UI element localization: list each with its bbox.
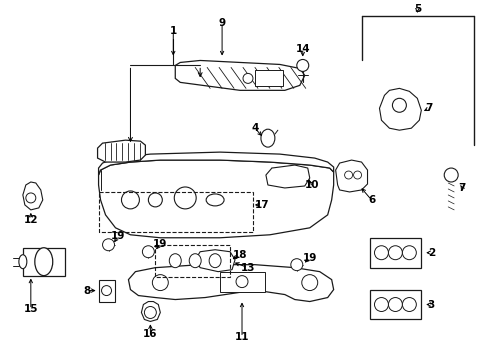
Circle shape bbox=[344, 171, 352, 179]
Circle shape bbox=[290, 259, 302, 271]
Text: 14: 14 bbox=[295, 44, 309, 54]
Text: 11: 11 bbox=[234, 332, 249, 342]
Polygon shape bbox=[141, 302, 160, 321]
Text: 13: 13 bbox=[240, 263, 255, 273]
Circle shape bbox=[301, 275, 317, 291]
Text: 7: 7 bbox=[458, 183, 465, 193]
Bar bbox=[342, 167, 360, 179]
Text: 2: 2 bbox=[427, 248, 434, 258]
Circle shape bbox=[174, 187, 196, 209]
Bar bbox=[220, 272, 264, 292]
Polygon shape bbox=[98, 140, 145, 162]
Bar bbox=[254, 71, 282, 86]
Circle shape bbox=[121, 191, 139, 209]
Text: 7: 7 bbox=[425, 103, 432, 113]
Circle shape bbox=[353, 171, 361, 179]
Polygon shape bbox=[23, 182, 42, 210]
Circle shape bbox=[387, 298, 402, 311]
Text: 1: 1 bbox=[169, 26, 177, 36]
Text: 16: 16 bbox=[143, 329, 157, 339]
Circle shape bbox=[152, 275, 168, 291]
Polygon shape bbox=[175, 60, 304, 90]
Bar bbox=[155, 245, 229, 276]
Circle shape bbox=[374, 298, 387, 311]
Circle shape bbox=[26, 193, 36, 203]
Bar bbox=[99, 280, 114, 302]
Text: 19: 19 bbox=[111, 231, 125, 241]
Circle shape bbox=[243, 73, 252, 84]
Circle shape bbox=[236, 276, 247, 288]
Text: 17: 17 bbox=[254, 200, 269, 210]
Polygon shape bbox=[195, 250, 235, 272]
Text: 3: 3 bbox=[427, 300, 434, 310]
Ellipse shape bbox=[169, 254, 181, 268]
Bar bbox=[369, 238, 421, 268]
Ellipse shape bbox=[209, 254, 221, 268]
Text: 19: 19 bbox=[302, 253, 316, 263]
Circle shape bbox=[296, 59, 308, 71]
Text: 6: 6 bbox=[367, 195, 374, 205]
Ellipse shape bbox=[261, 129, 274, 147]
Circle shape bbox=[374, 246, 387, 260]
Polygon shape bbox=[128, 265, 333, 302]
Text: 18: 18 bbox=[232, 250, 247, 260]
Circle shape bbox=[142, 246, 154, 258]
Circle shape bbox=[102, 285, 111, 296]
Circle shape bbox=[402, 298, 415, 311]
Ellipse shape bbox=[35, 248, 53, 276]
Text: 4: 4 bbox=[251, 123, 258, 133]
Bar bbox=[99, 192, 252, 232]
Polygon shape bbox=[99, 160, 333, 238]
Text: 10: 10 bbox=[304, 180, 318, 190]
Text: 15: 15 bbox=[23, 305, 38, 315]
Circle shape bbox=[443, 168, 457, 182]
Circle shape bbox=[144, 306, 156, 319]
Polygon shape bbox=[379, 88, 421, 130]
Text: 8: 8 bbox=[83, 285, 90, 296]
Bar bbox=[369, 289, 421, 319]
Ellipse shape bbox=[19, 255, 27, 269]
Polygon shape bbox=[265, 165, 309, 188]
Circle shape bbox=[148, 193, 162, 207]
Circle shape bbox=[102, 239, 114, 251]
Polygon shape bbox=[99, 152, 333, 175]
Bar bbox=[23, 248, 64, 276]
Circle shape bbox=[392, 98, 406, 112]
Polygon shape bbox=[335, 160, 367, 192]
Text: 19: 19 bbox=[153, 239, 167, 249]
Text: 9: 9 bbox=[218, 18, 225, 28]
Circle shape bbox=[402, 246, 415, 260]
Circle shape bbox=[387, 246, 402, 260]
Text: 5: 5 bbox=[413, 4, 420, 14]
Ellipse shape bbox=[206, 194, 224, 206]
Ellipse shape bbox=[189, 254, 201, 268]
Text: 12: 12 bbox=[23, 215, 38, 225]
